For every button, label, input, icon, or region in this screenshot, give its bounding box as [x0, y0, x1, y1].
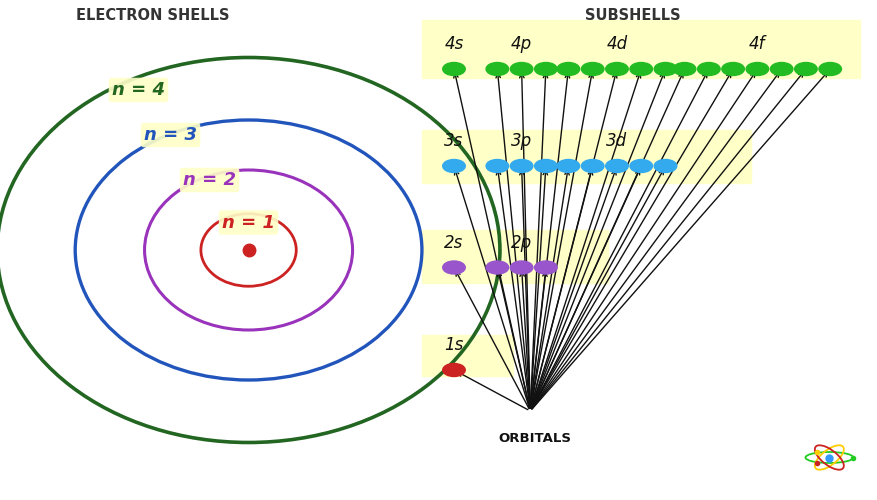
- Bar: [422, 230, 609, 282]
- Circle shape: [722, 62, 745, 76]
- Circle shape: [535, 62, 557, 76]
- Circle shape: [697, 62, 720, 76]
- Circle shape: [535, 261, 557, 274]
- Text: 3d: 3d: [606, 132, 628, 150]
- Circle shape: [486, 160, 509, 172]
- Circle shape: [819, 62, 841, 76]
- Text: 4p: 4p: [511, 35, 532, 53]
- Circle shape: [674, 62, 695, 76]
- Text: ELECTRON SHELLS: ELECTRON SHELLS: [76, 8, 230, 24]
- Text: SUBSHELLS: SUBSHELLS: [585, 8, 681, 24]
- Circle shape: [606, 160, 628, 172]
- Circle shape: [443, 62, 466, 76]
- Circle shape: [510, 62, 533, 76]
- Circle shape: [510, 261, 533, 274]
- Circle shape: [654, 62, 677, 76]
- Circle shape: [581, 62, 604, 76]
- Circle shape: [581, 160, 604, 172]
- Circle shape: [630, 160, 652, 172]
- Circle shape: [770, 62, 793, 76]
- Bar: [422, 335, 513, 376]
- Circle shape: [486, 62, 509, 76]
- Circle shape: [535, 160, 557, 172]
- Bar: [422, 130, 752, 182]
- Circle shape: [606, 62, 628, 76]
- Bar: [422, 20, 859, 78]
- Text: n = 1: n = 1: [222, 214, 275, 232]
- Circle shape: [746, 62, 768, 76]
- Text: 2p: 2p: [511, 234, 532, 252]
- Text: 4f: 4f: [749, 35, 766, 53]
- Text: n = 4: n = 4: [112, 81, 165, 99]
- Circle shape: [443, 261, 466, 274]
- Text: n = 2: n = 2: [183, 171, 236, 189]
- Text: 3s: 3s: [445, 132, 464, 150]
- Circle shape: [443, 160, 466, 172]
- Circle shape: [443, 364, 466, 376]
- Text: 3p: 3p: [511, 132, 532, 150]
- Circle shape: [510, 160, 533, 172]
- Text: 1s: 1s: [445, 336, 464, 354]
- Text: n = 3: n = 3: [144, 126, 197, 144]
- Circle shape: [630, 62, 652, 76]
- Text: 4s: 4s: [445, 35, 464, 53]
- Circle shape: [654, 160, 677, 172]
- Circle shape: [557, 160, 580, 172]
- Text: 4d: 4d: [606, 35, 628, 53]
- Text: ORBITALS: ORBITALS: [498, 432, 571, 445]
- Circle shape: [557, 62, 580, 76]
- Circle shape: [795, 62, 817, 76]
- Circle shape: [486, 261, 509, 274]
- Text: 2s: 2s: [445, 234, 464, 252]
